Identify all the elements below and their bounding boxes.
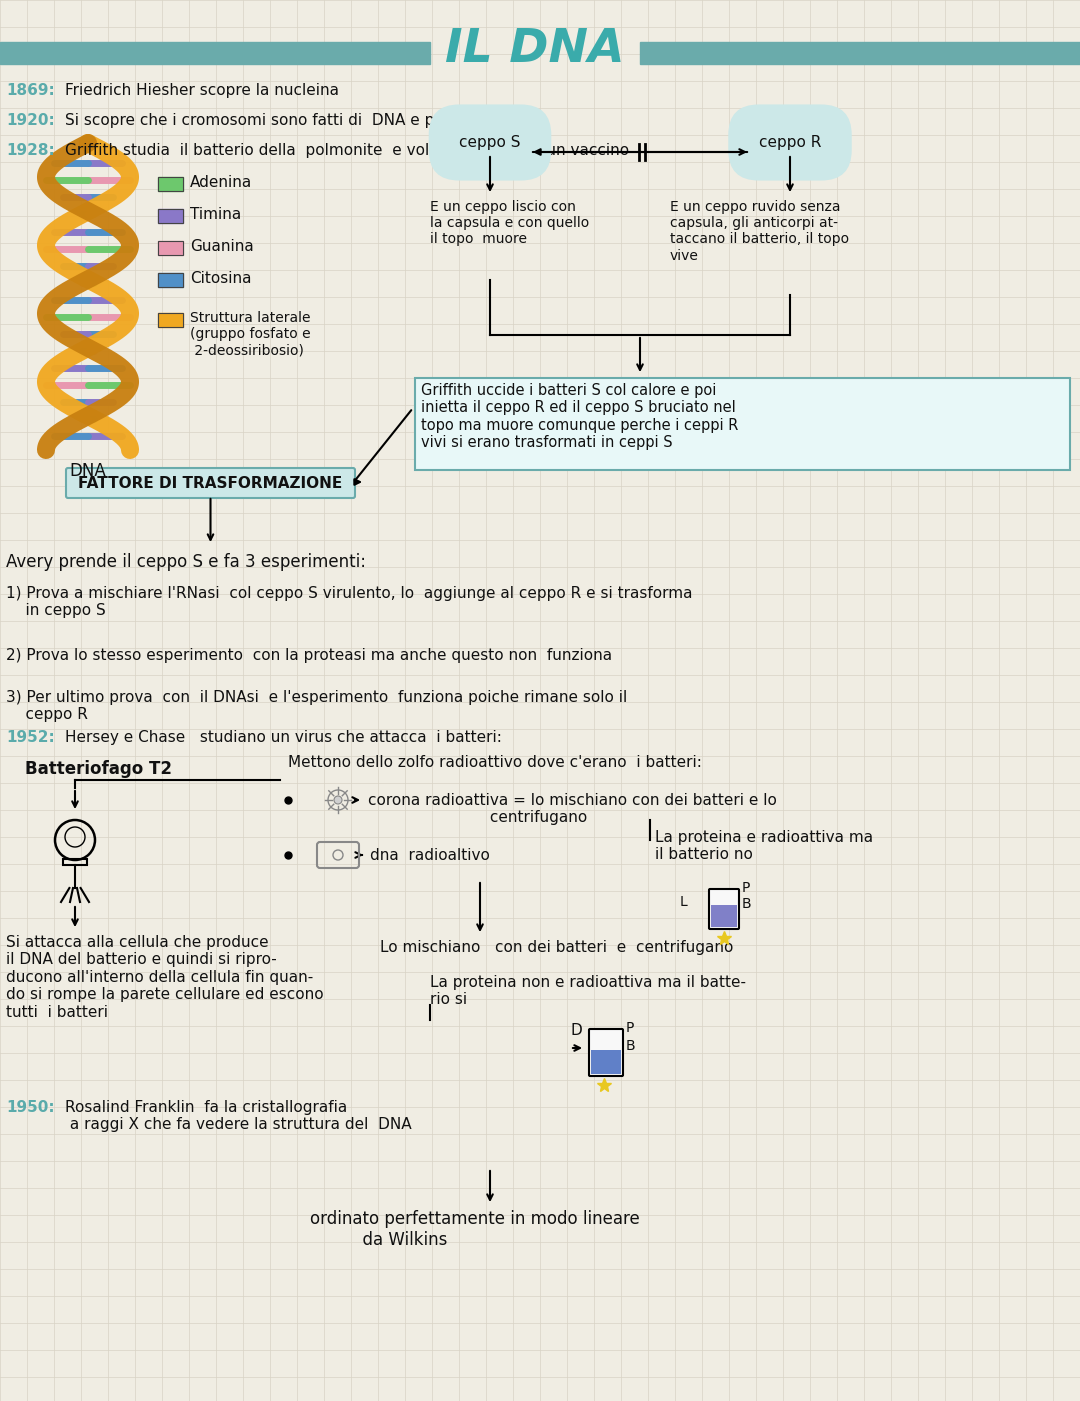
Text: 1928:: 1928: <box>6 143 55 158</box>
Text: ordinato perfettamente in modo lineare
          da Wilkins: ordinato perfettamente in modo lineare d… <box>310 1210 639 1248</box>
Text: Griffith uccide i batteri S col calore e poi
inietta il ceppo R ed il ceppo S br: Griffith uccide i batteri S col calore e… <box>421 382 739 450</box>
Text: corona radioattiva = lo mischiano con dei batteri e lo
                         : corona radioattiva = lo mischiano con de… <box>368 793 777 825</box>
Bar <box>158 177 183 191</box>
Bar <box>158 209 183 223</box>
Text: Mettono dello zolfo radioattivo dove c'erano  i batteri:: Mettono dello zolfo radioattivo dove c'e… <box>288 755 702 771</box>
Text: IL DNA: IL DNA <box>445 27 625 71</box>
Bar <box>640 42 1080 64</box>
Bar <box>711 905 737 927</box>
Text: E un ceppo liscio con
la capsula e con quello
il topo  muore: E un ceppo liscio con la capsula e con q… <box>430 200 590 247</box>
Bar <box>158 177 183 191</box>
Text: 1869:: 1869: <box>6 83 55 98</box>
Text: Timina: Timina <box>190 207 241 221</box>
Bar <box>0 42 430 64</box>
Bar <box>158 273 183 287</box>
Text: La proteina e radioattiva ma
il batterio no: La proteina e radioattiva ma il batterio… <box>654 829 873 863</box>
Text: 1950:: 1950: <box>6 1100 55 1115</box>
Text: Struttura laterale
(gruppo fosfato e
 2-deossiribosio): Struttura laterale (gruppo fosfato e 2-d… <box>190 311 311 357</box>
Text: Si attacca alla cellula che produce
il DNA del batterio e quindi si ripro-
ducon: Si attacca alla cellula che produce il D… <box>6 934 324 1020</box>
Bar <box>158 209 183 223</box>
Text: D: D <box>570 1023 582 1038</box>
Text: Guanina: Guanina <box>190 240 254 254</box>
Bar <box>158 312 183 326</box>
FancyBboxPatch shape <box>589 1028 623 1076</box>
Text: dna  radioaltivo: dna radioaltivo <box>370 848 490 863</box>
Text: ceppo S: ceppo S <box>459 134 521 150</box>
Text: E un ceppo ruvido senza
capsula, gli anticorpi at-
taccano il batterio, il topo
: E un ceppo ruvido senza capsula, gli ant… <box>670 200 849 262</box>
Text: DNA: DNA <box>69 462 106 481</box>
Text: P: P <box>742 881 751 895</box>
Text: Avery prende il ceppo S e fa 3 esperimenti:: Avery prende il ceppo S e fa 3 esperimen… <box>6 553 366 572</box>
Text: 2) Prova lo stesso esperimento  con la proteasi ma anche questo non  funziona: 2) Prova lo stesso esperimento con la pr… <box>6 649 612 663</box>
FancyBboxPatch shape <box>66 468 355 497</box>
Text: Adenina: Adenina <box>190 175 253 191</box>
Text: Hersey e Chase   studiano un virus che attacca  i batteri:: Hersey e Chase studiano un virus che att… <box>65 730 502 745</box>
Text: La proteina non e radioattiva ma il batte-
rio si: La proteina non e radioattiva ma il batt… <box>430 975 746 1007</box>
Text: 1920:: 1920: <box>6 113 55 127</box>
Text: Citosina: Citosina <box>190 270 252 286</box>
Text: L: L <box>680 895 688 909</box>
Bar <box>158 312 183 326</box>
Text: B: B <box>742 897 752 911</box>
Text: B: B <box>626 1040 636 1054</box>
Text: Rosalind Franklin  fa la cristallografia
 a raggi X che fa vedere la struttura d: Rosalind Franklin fa la cristallografia … <box>65 1100 411 1132</box>
Bar <box>591 1049 621 1075</box>
Text: Friedrich Hiesher scopre la nucleina: Friedrich Hiesher scopre la nucleina <box>65 83 339 98</box>
Circle shape <box>334 796 342 804</box>
Text: Batteriofago T2: Batteriofago T2 <box>25 759 172 778</box>
Bar <box>158 273 183 287</box>
Text: 1) Prova a mischiare l'RNasi  col ceppo S virulento, lo  aggiunge al ceppo R e s: 1) Prova a mischiare l'RNasi col ceppo S… <box>6 586 692 618</box>
Text: P: P <box>626 1021 634 1035</box>
Bar <box>63 859 87 864</box>
Text: Griffith studia  il batterio della  polmonite  e voleva sviluppare un vaccino: Griffith studia il batterio della polmon… <box>65 143 630 158</box>
Text: ceppo R: ceppo R <box>759 134 821 150</box>
Text: Si scopre che i cromosomi sono fatti di  DNA e proteine: Si scopre che i cromosomi sono fatti di … <box>65 113 488 127</box>
Bar <box>158 241 183 255</box>
Text: FATTORE DI TRASFORMAZIONE: FATTORE DI TRASFORMAZIONE <box>79 475 342 490</box>
Text: Lo mischiano   con dei batteri  e  centrifugano: Lo mischiano con dei batteri e centrifug… <box>380 940 733 955</box>
FancyBboxPatch shape <box>708 890 739 929</box>
Text: 3) Per ultimo prova  con  il DNAsi  e l'esperimento  funziona poiche rimane solo: 3) Per ultimo prova con il DNAsi e l'esp… <box>6 691 627 723</box>
Bar <box>415 378 1070 469</box>
Bar <box>158 241 183 255</box>
Text: 1952:: 1952: <box>6 730 55 745</box>
